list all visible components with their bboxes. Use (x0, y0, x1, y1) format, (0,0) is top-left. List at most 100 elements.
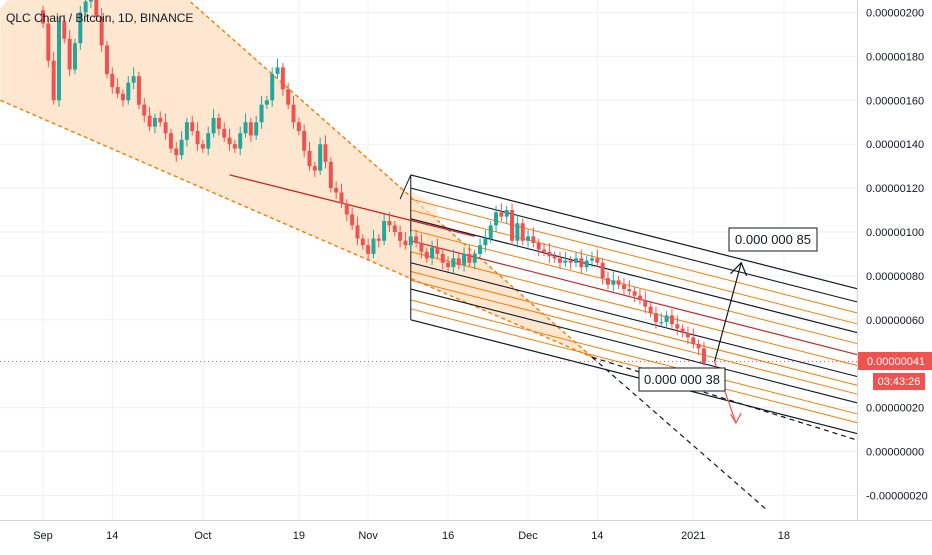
last-price-dot (702, 359, 706, 364)
y-tick-label: 0.00000160 (866, 95, 924, 107)
candle-body (451, 258, 456, 268)
candle-body (216, 117, 221, 129)
candle-body (168, 133, 173, 149)
candle-body (574, 258, 578, 263)
candle-body (131, 76, 136, 83)
candle-body (227, 137, 232, 145)
candle-body (616, 280, 621, 285)
candle-body (94, 0, 99, 17)
candle-body (478, 245, 483, 254)
candle-body (184, 122, 189, 140)
channel-line (410, 288, 859, 404)
candle-body (392, 225, 397, 232)
y-tick-label: -0.00000020 (866, 490, 928, 502)
candle-body (387, 221, 392, 226)
candle-body (259, 104, 264, 123)
channel-line (410, 262, 859, 378)
candle-body (328, 161, 333, 189)
x-tick-label: Nov (358, 530, 378, 542)
candle-body (520, 223, 525, 241)
candle-body (232, 144, 237, 149)
time-axis-panel[interactable] (0, 520, 932, 550)
candle-body (190, 122, 195, 132)
candle-body (206, 133, 211, 149)
candle-body (56, 21, 61, 101)
candle-body (398, 232, 403, 241)
candle-body (701, 348, 706, 362)
candle-body (174, 148, 179, 156)
candle-body (691, 337, 696, 344)
candle-body (595, 258, 600, 263)
candle-body (462, 253, 467, 265)
target-label-box[interactable]: 0.000 000 85 (728, 227, 818, 252)
x-tick-label: Sep (33, 530, 53, 542)
candle-body (483, 238, 488, 246)
candle-body (147, 115, 152, 127)
target-arrowhead (730, 261, 748, 277)
candle-body (248, 122, 253, 136)
y-tick-label: 0.00000140 (866, 139, 924, 151)
price-badge: 0.00000041 03:43:26 (858, 352, 932, 390)
candle-body (291, 104, 296, 123)
x-tick-label: 2021 (681, 530, 705, 542)
candle-body (424, 251, 429, 259)
candle-body (542, 249, 547, 252)
price-axis-panel[interactable] (858, 0, 932, 520)
candle-body (72, 43, 77, 70)
target-arrow-shaft (714, 262, 742, 362)
candle-body (200, 144, 205, 149)
candles-group (41, 0, 706, 366)
candle-body (243, 122, 248, 134)
candle-body (366, 245, 371, 254)
down-arrowhead (730, 412, 742, 425)
channel-line (410, 187, 859, 303)
channel-line (410, 308, 859, 424)
candle-body (312, 166, 317, 171)
target-label: 0.000 000 85 (735, 232, 811, 247)
candle-body (115, 87, 120, 94)
x-tick-label: 18 (778, 530, 790, 542)
candle-body (685, 332, 690, 338)
candle-body (211, 117, 216, 134)
candle-body (536, 242, 541, 250)
projection-line-1 (591, 356, 859, 442)
candle-body (152, 117, 157, 127)
candle-body (334, 188, 339, 193)
candle-body (222, 128, 227, 138)
countdown-timer: 03:43:26 (878, 376, 921, 388)
candle-body (99, 16, 104, 46)
low-label-box[interactable]: 0.000 000 38 (638, 367, 726, 392)
candle-body (504, 210, 509, 217)
y-tick-label: 0.00000020 (866, 403, 924, 415)
candle-body (605, 278, 610, 285)
candle-body (435, 247, 440, 254)
candle-body (275, 67, 280, 74)
low-label: 0.000 000 38 (644, 372, 720, 387)
candle-body (675, 324, 680, 329)
price-badge-value: 0.00000041 (867, 356, 925, 368)
candle-body (547, 251, 552, 257)
channel-line (410, 209, 859, 325)
candle-body (120, 93, 125, 101)
candle-body (664, 315, 669, 322)
candle-body (446, 262, 451, 268)
candle-body (611, 280, 616, 285)
channel-line (410, 271, 859, 387)
candle-body (430, 247, 435, 259)
candle-body (643, 300, 648, 307)
candle-body (584, 260, 589, 268)
candle-body (531, 236, 536, 243)
candle-body (376, 238, 381, 241)
candle-body (568, 260, 573, 263)
candle-body (280, 67, 285, 90)
candle-body (302, 131, 307, 151)
y-tick-label: 0.00000200 (866, 8, 924, 20)
candle-body (648, 306, 653, 314)
candle-body (456, 258, 461, 265)
candle-body (46, 23, 51, 61)
candle-body (653, 313, 658, 322)
candle-body (350, 214, 355, 226)
candle-body (67, 38, 72, 70)
